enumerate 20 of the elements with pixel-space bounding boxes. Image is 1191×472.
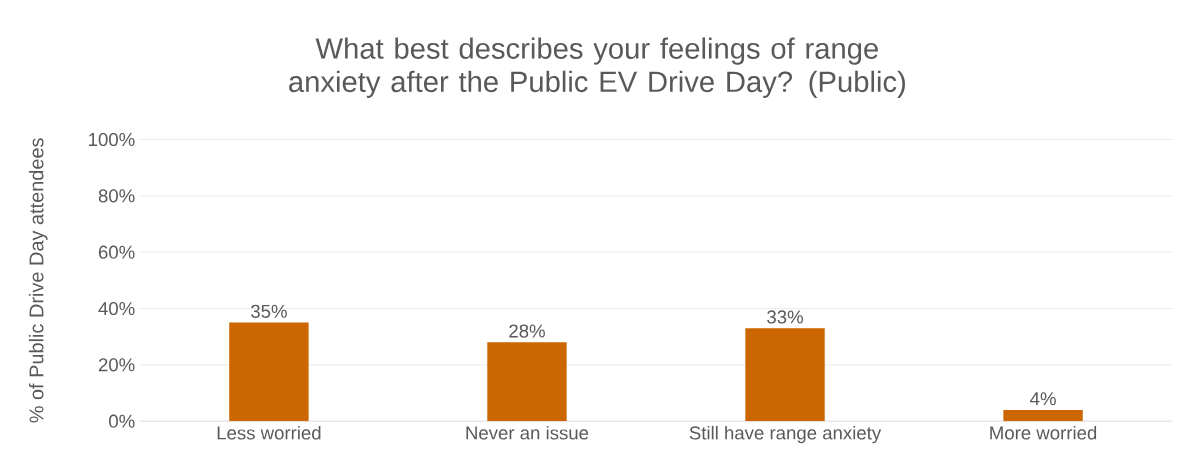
y-tick-label: 0%	[109, 414, 135, 428]
y-tick-label: 100%	[89, 132, 135, 146]
y-tick-label: 40%	[98, 301, 135, 315]
data-label: 4%	[1030, 392, 1056, 406]
y-axis-title: % of Public Drive Day attendees	[28, 138, 48, 423]
bar	[487, 342, 567, 422]
y-tick-label: 80%	[98, 189, 135, 203]
data-label: 28%	[509, 324, 545, 338]
bar	[229, 322, 309, 422]
x-tick-label: Less worried	[217, 425, 321, 440]
data-label: 35%	[251, 304, 287, 318]
chart-title: What best describes your feelings of range anxiety after the Public EV Drive Day? (Public)	[289, 37, 905, 98]
y-tick-label: 60%	[98, 245, 135, 259]
bar	[1003, 409, 1083, 422]
x-tick-label: More worried	[990, 425, 1097, 440]
x-tick-label: Still have range anxiety	[689, 425, 882, 444]
x-tick-label: Never an issue	[466, 425, 589, 440]
y-tick-label: 20%	[98, 358, 135, 372]
bar	[745, 328, 825, 422]
data-label: 33%	[767, 310, 803, 324]
